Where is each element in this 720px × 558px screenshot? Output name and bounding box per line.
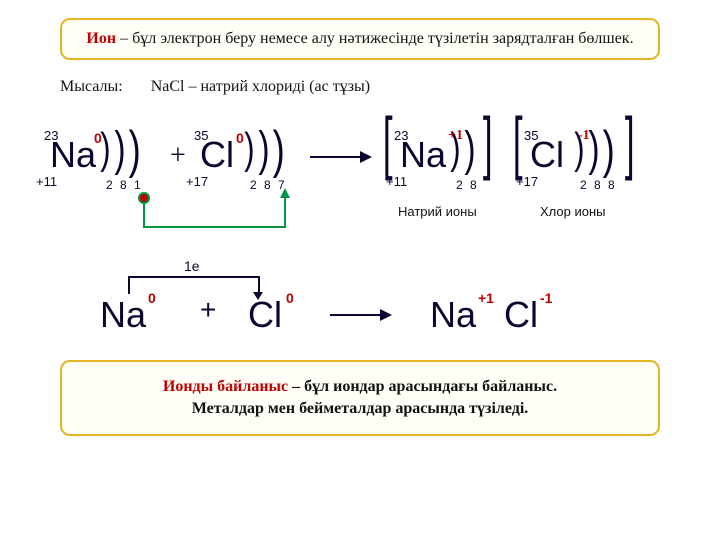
ionic-bond-line2: Металдар мен бейметалдар арасында түзіле… (80, 400, 640, 418)
atom-cl: 35 Cl 0 +17 ) ) ) 2 8 7 (200, 134, 234, 176)
cl-shell-arc: ) (273, 120, 285, 180)
na-z: +11 (36, 174, 57, 189)
cl-ion-shell-3: 8 (608, 178, 615, 182)
na-shell-arc: ) (114, 122, 125, 177)
eq-cl-ion: Cl (504, 294, 538, 336)
plus-sign: + (170, 140, 186, 172)
eq-na: Na (100, 294, 146, 336)
atom-na-ion: 23 Na +11 ) ) 2 8 (400, 134, 446, 176)
transfer-line (128, 276, 130, 294)
electron-path (143, 202, 145, 226)
equation-row: Na 0 1е + Cl 0 Na +1 Cl -1 (0, 264, 720, 354)
cl-z: +17 (186, 174, 208, 189)
ionic-bond-rest2: Металдар мен бейметалдар арасында түзіле… (192, 400, 525, 417)
electron-arrowhead (280, 188, 290, 198)
cl-mass: 35 (194, 128, 208, 143)
na-shell-2: 8 (120, 178, 127, 182)
eq-arrow (330, 314, 390, 316)
atom-na: 23 Na 0 +11 ) ) ) 2 8 1 (50, 134, 96, 176)
example-label: Мысалы: (60, 78, 123, 95)
cl-ion-z: +17 (516, 174, 538, 189)
cl-shell-arc: ) (244, 124, 254, 174)
na-ion-shell-1: 2 (456, 178, 463, 182)
na-shell-1: 2 (106, 178, 113, 182)
cl-ion-charge: -1 (578, 128, 590, 144)
example-formula: NaCl – натрий хлориді (ас тұзы) (151, 78, 370, 95)
ionic-bond-term: Ионды байланыс (163, 378, 288, 395)
cl-shell-2: 8 (264, 178, 271, 182)
cl-ion-shell-arc: ) (588, 122, 599, 177)
na-ion-bracket-close: ] (483, 102, 493, 182)
na-ion-shell-2: 8 (470, 178, 477, 182)
cl-charge: 0 (236, 130, 244, 146)
example-line: Мысалы: NaCl – натрий хлориді (ас тұзы) (60, 78, 720, 96)
eq-na-chg: 0 (148, 290, 156, 306)
na-ion-bracket-open: [ (383, 102, 393, 182)
eq-cl: Cl (248, 294, 282, 336)
definition-rest: – бұл электрон беру немесе алу нәтижесін… (116, 30, 633, 47)
atom-cl-ion: 35 Cl +17 ) ) ) 2 8 8 (530, 134, 564, 176)
eq-na-ion-chg: +1 (478, 290, 494, 306)
ionic-bond-box: Ионды байланыс – бұл иондар арасындағы б… (60, 360, 660, 436)
na-ion-label: Натрий ионы (398, 204, 477, 219)
definition-term: Ион (86, 30, 116, 47)
cl-ion-bracket-close: ] (625, 102, 635, 182)
cl-ion-bracket-open: [ (513, 102, 523, 182)
cl-shell-arc: ) (258, 122, 269, 177)
cl-ion-shell-2: 8 (594, 178, 601, 182)
eq-na-ion: Na (430, 294, 476, 336)
eq-plus: + (200, 294, 216, 326)
ionic-bond-line1: Ионды байланыс – бұл иондар арасындағы б… (80, 378, 640, 396)
na-mass: 23 (44, 128, 58, 143)
na-ion-z: +11 (386, 174, 407, 189)
electron-path (143, 226, 286, 228)
cl-shell-1: 2 (250, 178, 257, 182)
eq-cl-ion-chg: -1 (540, 290, 552, 306)
definition-box: Ион – бұл электрон беру немесе алу нәтиж… (60, 18, 660, 60)
ionic-bond-rest1: – бұл иондар арасындағы байланыс. (288, 378, 557, 395)
na-ion-shell-arc: ) (464, 122, 475, 177)
na-shell-3: 1 (134, 178, 141, 182)
transfer-line (128, 276, 258, 278)
na-ion-mass: 23 (394, 128, 408, 143)
cl-shell-3: 7 (278, 178, 285, 182)
shell-diagram: 23 Na 0 +11 ) ) ) 2 8 1 + 35 Cl 0 +17 ) … (0, 104, 720, 264)
cl-ion-shell-arc: ) (603, 120, 615, 180)
reaction-arrow (310, 156, 370, 158)
cl-ion-label: Хлор ионы (540, 204, 606, 219)
transfer-label: 1е (184, 258, 200, 274)
definition-text: Ион – бұл электрон беру немесе алу нәтиж… (80, 30, 640, 48)
eq-cl-chg: 0 (286, 290, 294, 306)
na-shell-arc: ) (100, 124, 110, 174)
cl-ion-shell-1: 2 (580, 178, 587, 182)
na-shell-arc: ) (129, 120, 141, 180)
cl-ion-mass: 35 (524, 128, 538, 143)
electron-path (284, 196, 286, 226)
na-ion-charge: +1 (448, 128, 463, 144)
